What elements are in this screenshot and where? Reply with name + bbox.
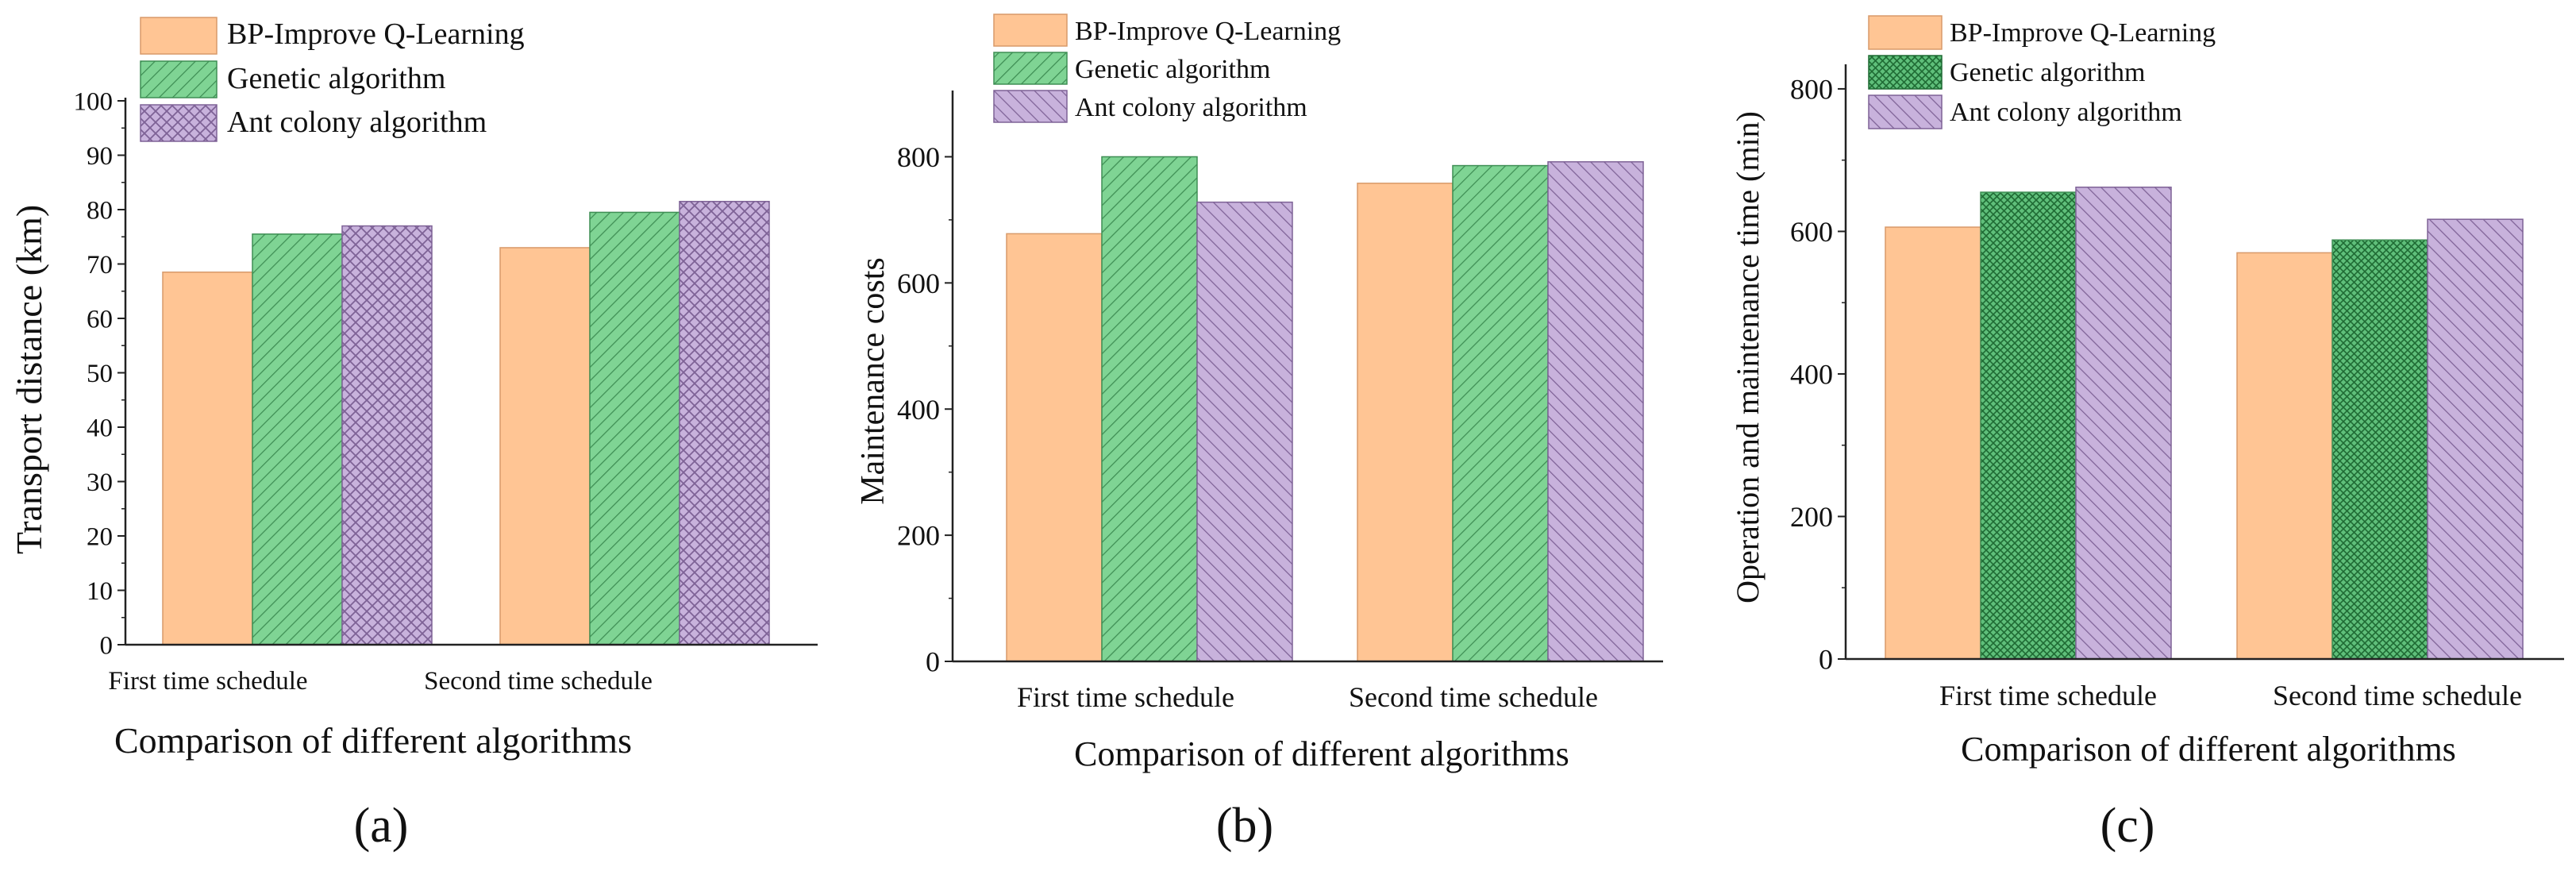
panel-a: 0 10 20 30 40 50 60 70 80 90 100 First time schedu… [9,17,818,853]
panel-c-bar-ga-2 [2331,239,2428,660]
panel-b-ytick-label: 200 [897,520,940,552]
panel-c-xtick-1: First time schedule [1939,680,2157,711]
panel-b-ytick-label: 0 [926,646,940,678]
panel-c-legend-ga: Genetic algorithm [1950,58,2145,87]
panel-c-label: (c) [2100,799,2155,853]
panel-b-xlabel: Comparison of different algorithms [1074,734,1569,773]
panel-a-bar-aca-2 [679,200,770,646]
panel-a-legend-aca: Ant colony algorithm [227,106,487,139]
panel-c-ytick-label: 400 [1790,359,1833,391]
panel-a-legend-swatch-bp [140,17,218,55]
panel-c-legend-bp: BP-Improve Q-Learning [1950,18,2216,48]
panel-a-ytick-label: 70 [87,251,113,279]
panel-c-legend-swatch-aca [1868,94,1943,129]
panel-c-bar-bp-1 [1885,226,1981,660]
panel-b-ytick-label: 600 [897,268,940,299]
panel-c: 0 200 400 600 800 First time schedule Second… [1730,15,2564,853]
panel-b-xtick-1: First time schedule [1017,681,1234,713]
panel-b: 0 200 400 600 800 First time schedule Second… [855,13,1663,853]
panel-c-xtick-2: Second time schedule [2273,680,2522,711]
panel-b-ytick-label: 800 [897,141,940,173]
panel-a-bar-ga-1 [252,233,343,646]
panel-a-legend-swatch-ga [140,60,218,98]
panel-a-yticks: 0 10 20 30 40 50 60 70 80 90 100 [74,88,125,661]
panel-c-legend: BP-Improve Q-Learning Genetic algorithm … [1868,15,2216,129]
panel-b-bar-aca-1 [1196,201,1293,662]
panel-c-bars [1885,187,2524,660]
panel-a-ytick-label: 0 [100,632,114,661]
panel-a-ytick-label: 80 [87,197,113,225]
panel-b-legend-aca: Ant colony algorithm [1075,93,1307,122]
panel-c-ylabel: Operation and maintenance time (min) [1730,111,1765,603]
panel-a-label: (a) [354,799,409,853]
panel-c-ytick-label: 200 [1790,501,1833,533]
panel-c-yticks: 0 200 400 600 800 [1790,74,1846,676]
panel-b-yticks: 0 200 400 600 800 [897,141,953,678]
panel-a-bar-ga-2 [589,211,680,646]
panel-c-bar-aca-1 [2075,187,2172,660]
panel-a-ytick-label: 60 [87,306,113,334]
panel-a-xlabel: Comparison of different algorithms [114,720,632,761]
panel-a-bar-aca-1 [341,225,433,646]
panel-b-xtick-2: Second time schedule [1349,681,1598,713]
panel-c-ytick-label: 800 [1790,74,1833,106]
panel-b-label: (b) [1216,799,1273,853]
panel-a-xtick-2: Second time schedule [424,667,653,696]
panel-b-legend-swatch-ga [993,52,1068,85]
panel-a-axes [124,98,818,646]
panel-c-legend-swatch-ga [1868,55,1943,90]
panel-a-ytick-label: 30 [87,468,113,497]
panel-b-legend: BP-Improve Q-Learning Genetic algorithm … [993,13,1341,123]
panel-a-ylabel: Transport distance (km) [9,205,49,554]
panel-b-bar-ga-1 [1101,156,1198,662]
panel-b-legend-ga: Genetic algorithm [1075,55,1270,84]
panel-c-ytick-label: 600 [1790,216,1833,248]
panel-a-legend: BP-Improve Q-Learning Genetic algorithm … [140,17,525,142]
panel-b-bar-bp-1 [1006,233,1103,662]
panel-a-ytick-label: 50 [87,360,113,388]
panel-b-legend-swatch-bp [993,13,1068,47]
panel-b-legend-bp: BP-Improve Q-Learning [1075,17,1341,46]
panel-a-ytick-label: 40 [87,414,113,443]
panel-a-ytick-label: 10 [87,577,113,606]
panel-c-bar-ga-1 [1980,191,2077,660]
panel-a-bars [162,200,770,646]
panel-a-legend-swatch-aca [140,104,218,142]
panel-c-axes [1844,64,2564,661]
panel-b-axes [951,91,1663,663]
panel-a-xtick-1: First time schedule [108,667,307,696]
panel-c-ytick-label: 0 [1819,644,1833,676]
panel-a-legend-bp: BP-Improve Q-Learning [227,17,525,51]
panel-b-bar-aca-2 [1547,161,1644,662]
panel-c-bar-bp-2 [2236,252,2333,660]
panel-a-ytick-label: 100 [74,88,114,117]
panel-a-bar-bp-2 [499,247,591,646]
panel-b-bars [1006,156,1644,662]
panel-b-ytick-label: 400 [897,394,940,426]
panel-c-legend-aca: Ant colony algorithm [1950,98,2182,127]
panel-a-bar-bp-1 [162,272,253,646]
panel-b-bar-bp-2 [1357,183,1454,662]
panel-c-bar-aca-2 [2427,218,2524,660]
panel-c-xlabel: Comparison of different algorithms [1961,730,2456,769]
panel-a-legend-ga: Genetic algorithm [227,62,445,95]
panel-b-ylabel: Maintenance costs [855,257,891,504]
panel-a-ytick-label: 90 [87,142,113,171]
panel-b-bar-ga-2 [1452,164,1549,662]
panel-b-legend-swatch-aca [993,90,1068,123]
panel-a-ytick-label: 20 [87,523,113,552]
panel-c-legend-swatch-bp [1868,15,1943,50]
